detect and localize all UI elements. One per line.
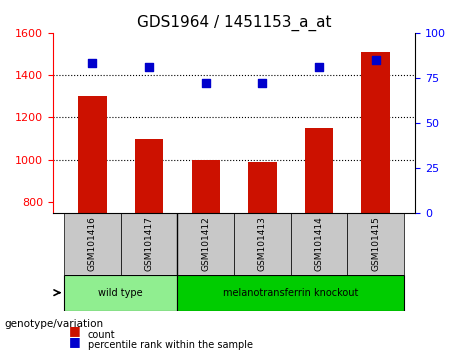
Text: GSM101414: GSM101414 xyxy=(314,216,324,271)
FancyBboxPatch shape xyxy=(64,275,177,311)
FancyBboxPatch shape xyxy=(121,213,177,275)
FancyBboxPatch shape xyxy=(291,213,347,275)
Point xyxy=(315,64,323,70)
Bar xyxy=(361,52,390,213)
Text: melanotransferrin knockout: melanotransferrin knockout xyxy=(223,288,358,298)
Title: GDS1964 / 1451153_a_at: GDS1964 / 1451153_a_at xyxy=(137,15,331,31)
Text: genotype/variation: genotype/variation xyxy=(5,319,104,329)
Bar xyxy=(305,128,333,213)
FancyBboxPatch shape xyxy=(234,213,291,275)
Text: GSM101417: GSM101417 xyxy=(145,216,154,271)
FancyBboxPatch shape xyxy=(64,213,121,275)
Point xyxy=(145,64,153,70)
Bar xyxy=(135,139,163,213)
Point xyxy=(89,61,96,66)
Bar xyxy=(192,160,220,213)
Point xyxy=(259,80,266,86)
Text: GSM101412: GSM101412 xyxy=(201,216,210,271)
Text: GSM101415: GSM101415 xyxy=(371,216,380,271)
Text: count: count xyxy=(88,330,115,339)
FancyBboxPatch shape xyxy=(347,213,404,275)
Text: ■: ■ xyxy=(69,325,81,337)
FancyBboxPatch shape xyxy=(177,275,404,311)
Bar xyxy=(248,162,277,213)
FancyBboxPatch shape xyxy=(177,213,234,275)
Point xyxy=(372,57,379,62)
Text: GSM101413: GSM101413 xyxy=(258,216,267,271)
Text: percentile rank within the sample: percentile rank within the sample xyxy=(88,340,253,350)
Bar xyxy=(78,96,106,213)
Point xyxy=(202,80,209,86)
Text: ■: ■ xyxy=(69,335,81,348)
Text: GSM101416: GSM101416 xyxy=(88,216,97,271)
Text: wild type: wild type xyxy=(99,288,143,298)
